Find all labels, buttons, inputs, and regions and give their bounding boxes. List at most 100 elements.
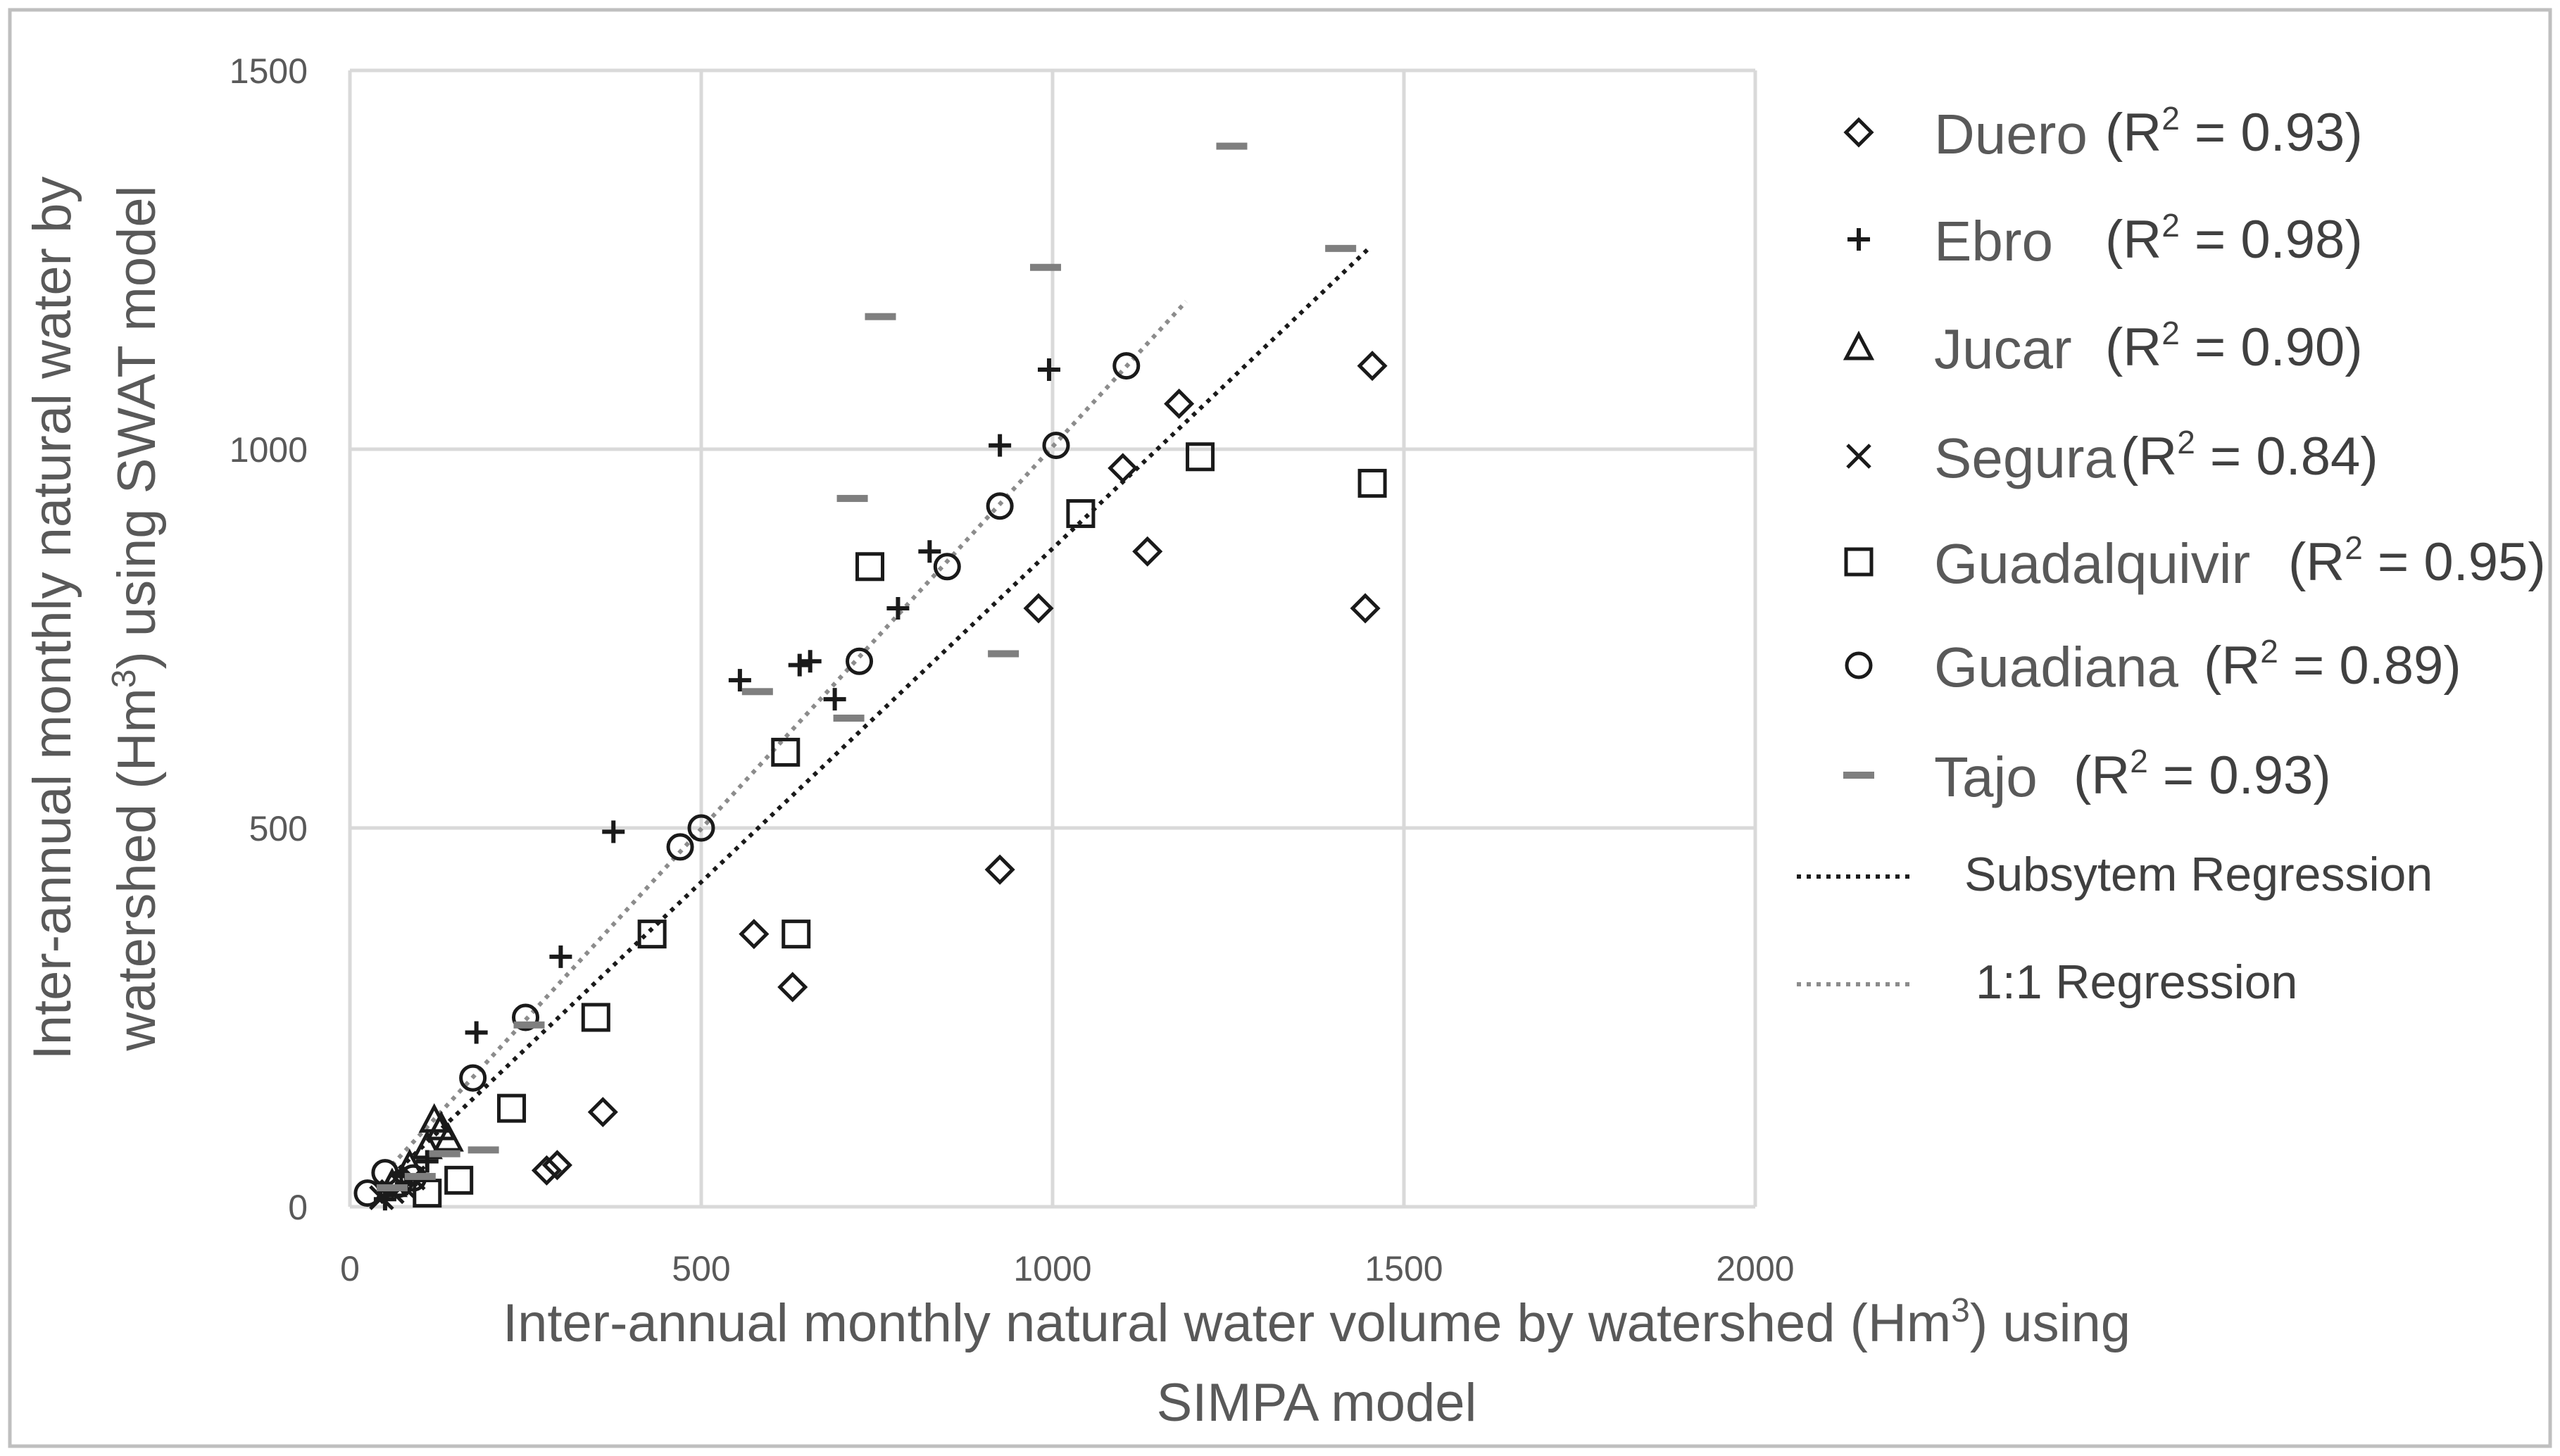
point-tajo [404,1172,436,1180]
y-tick-label: 1500 [230,51,308,91]
legend-label-duero: Duero [1934,103,2088,165]
point-tajo [1216,142,1248,150]
point-tajo [513,1021,545,1029]
y-axis-title-2: watershed (Hm3) using SWAT model [106,185,167,1051]
tick-labels: 0 500 1000 1500 0 500 1000 1500 2000 [230,51,1795,1288]
point-tajo [1030,263,1062,271]
point-tajo [468,1146,499,1154]
point-duero [777,972,808,1003]
point-ebro [798,650,822,673]
legend-r2-sup: 2 [2161,207,2180,244]
point-tajo [741,688,773,696]
point-tajo [833,714,865,722]
legend-marker-jucar [1843,330,1875,360]
regression-line [397,246,1371,1171]
point-guadalquivir [855,552,885,582]
point-guadalquivir [637,920,667,949]
point-tajo [865,313,896,320]
legend-r2-prefix: (R [2204,636,2260,696]
point-duero [1023,593,1054,624]
point-guadalquivir [782,920,811,949]
point-guadalquivir [581,1003,610,1032]
legend-r2-sup: 2 [2345,529,2363,566]
point-guadalquivir [413,1179,442,1208]
legend-line-label: 1:1 Regression [1976,955,2297,1009]
legend-label-guadiana: Guadiana [1934,636,2178,698]
point-duero [1350,593,1381,624]
legend-r2-value: = 0.93) [2148,746,2331,805]
x-axis-title-line1: Inter-annual monthly natural water volum… [503,1293,1951,1353]
y-tick-label: 0 [288,1188,308,1227]
point-guadiana [846,647,874,675]
legend-r2-ebro: (R2 = 0.98) [2105,207,2363,270]
point-tajo [1325,244,1357,252]
legend-label-jucar: Jucar [1934,318,2072,380]
legend-r2-prefix: (R [2288,532,2345,592]
point-guadiana [666,833,694,861]
point-tajo [988,650,1019,658]
point-ebro [823,688,846,711]
x-axis-title: Inter-annual monthly natural water volum… [503,1292,2131,1353]
y-axis-title-line1: Inter-annual monthly natural water by [23,177,82,1060]
legend-r2-value: = 0.93) [2180,103,2363,163]
legend-marker-segura [1846,444,1871,469]
point-duero [587,1096,618,1128]
x-tick-label: 2000 [1716,1249,1794,1288]
legend-marker-tajo [1843,772,1874,779]
x-tick-label: 1000 [1013,1249,1091,1288]
point-guadiana [687,814,715,842]
legend-r2-sup: 2 [2177,424,2195,460]
point-guadiana [1112,352,1141,380]
legend-marker-duero [1843,117,1874,148]
y-tick-label: 1000 [230,430,308,470]
legend-r2-value: = 0.89) [2278,636,2461,696]
point-ebro [886,596,910,620]
point-guadiana [986,492,1014,520]
point-guadalquivir [497,1093,527,1123]
x-tick-label: 0 [340,1249,360,1288]
point-tajo [376,1184,408,1192]
point-ebro [549,945,572,968]
legend-r2-prefix: (R [2105,103,2161,163]
regression-line [390,300,1188,1167]
x-axis-title-line2: SIMPA model [1157,1373,1477,1433]
legend: Duero (R2 = 0.93)Ebro (R2 = 0.98)Jucar (R2 … [1797,100,2546,1009]
x-tick-label: 1500 [1364,1249,1443,1288]
y-axis-title-line2-start: watershed (Hm [107,688,167,1051]
point-duero [1357,351,1388,382]
point-guadiana [1042,432,1070,460]
legend-label-segura: Segura [1934,427,2116,489]
point-duero [531,1155,562,1186]
point-guadiana [385,1170,413,1198]
legend-r2-value: = 0.98) [2180,210,2363,270]
legend-label-ebro: Ebro [1934,210,2053,272]
legend-marker-ebro [1847,228,1870,251]
legend-r2-value: = 0.84) [2195,427,2378,487]
legend-r2-sup: 2 [2161,315,2180,351]
point-jucar [411,1129,443,1160]
regression-lines [390,246,1371,1171]
point-ebro [728,669,751,692]
legend-r2-sup: 2 [2260,633,2278,670]
y-axis-title-sup: 3 [106,670,143,689]
legend-r2-guadiana: (R2 = 0.89) [2204,633,2461,696]
legend-r2-value: = 0.90) [2180,318,2363,377]
legend-r2-tajo: (R2 = 0.93) [2073,743,2331,805]
x-axis-title-sup: 3 [1951,1292,1970,1329]
legend-r2-jucar: (R2 = 0.90) [2105,315,2363,377]
point-ebro [989,434,1012,457]
point-guadalquivir [1357,468,1387,498]
x-tick-label: 500 [672,1249,730,1288]
point-ebro [465,1021,488,1044]
point-ebro [918,540,941,563]
legend-marker-guadalquivir [1844,547,1874,577]
y-axis-title-line2-end: ) using SWAT model [107,185,167,669]
legend-r2-prefix: (R [2073,746,2130,805]
gridlines [348,68,1757,1209]
legend-r2-value: = 0.95) [2363,532,2546,592]
legend-r2-segura: (R2 = 0.84) [2121,424,2378,487]
point-duero [1164,388,1195,419]
point-ebro [788,653,811,677]
